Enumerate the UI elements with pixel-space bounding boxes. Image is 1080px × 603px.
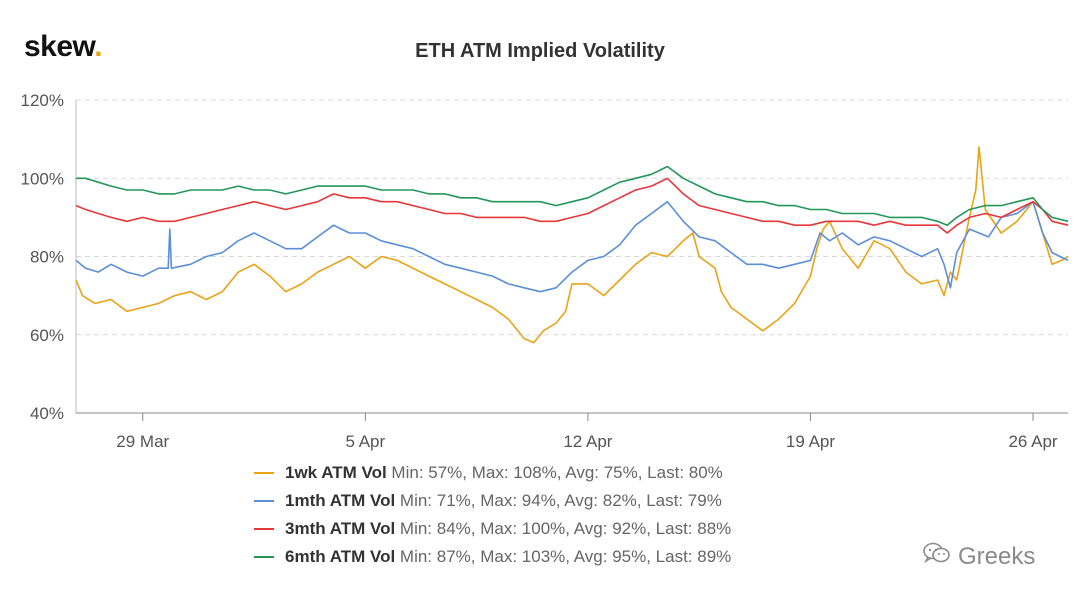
chart-legend: 1wk ATM Vol Min: 57%, Max: 108%, Avg: 75… <box>254 459 731 571</box>
y-tick-label: 80% <box>30 248 64 267</box>
y-tick-label: 60% <box>30 326 64 345</box>
x-tick-label: 26 Apr <box>1008 432 1057 451</box>
greeks-watermark: Greeks <box>922 541 1035 572</box>
legend-item[interactable]: 1wk ATM Vol Min: 57%, Max: 108%, Avg: 75… <box>254 459 731 487</box>
logo-dot: . <box>94 30 103 63</box>
legend-swatch <box>254 499 274 502</box>
gridlines <box>76 99 1068 336</box>
legend-series-stats: Min: 71%, Max: 94%, Avg: 82%, Last: 79% <box>399 491 722 510</box>
legend-item[interactable]: 1mth ATM Vol Min: 71%, Max: 94%, Avg: 82… <box>254 487 731 515</box>
legend-series-stats: Min: 87%, Max: 103%, Avg: 95%, Last: 89% <box>399 547 732 566</box>
legend-item[interactable]: 3mth ATM Vol Min: 84%, Max: 100%, Avg: 9… <box>254 515 731 543</box>
legend-swatch <box>254 471 274 474</box>
legend-series-name: 1wk ATM Vol <box>285 463 392 482</box>
watermark-text: Greeks <box>958 542 1036 570</box>
wechat-icon <box>922 541 952 572</box>
series-line-3mth-atm-vol <box>75 177 1069 234</box>
legend-series-stats: Min: 57%, Max: 108%, Avg: 75%, Last: 80% <box>391 463 723 482</box>
x-tick-label: 12 Apr <box>563 432 612 451</box>
legend-series-name: 1mth ATM Vol <box>285 491 400 510</box>
y-tick-label: 100% <box>21 169 64 188</box>
legend-item[interactable]: 6mth ATM Vol Min: 87%, Max: 103%, Avg: 9… <box>254 543 731 571</box>
y-tick-label: 120% <box>21 91 64 110</box>
legend-series-stats: Min: 84%, Max: 100%, Avg: 92%, Last: 88% <box>399 519 732 538</box>
legend-series-name: 3mth ATM Vol <box>285 519 400 538</box>
series-line-6mth-atm-vol <box>76 165 1069 226</box>
series-line-1mth-atm-vol <box>75 200 1069 293</box>
x-tick-label: 29 Mar <box>116 432 169 451</box>
skew-logo: skew. <box>24 30 103 64</box>
axes: 40% 60% 80% 100% 120% 29 Mar 5 Apr 12 Apr 19 Apr… <box>21 91 1068 451</box>
x-tick-label: 5 Apr <box>345 432 385 451</box>
legend-swatch <box>254 555 274 558</box>
legend-series-name: 6mth ATM Vol <box>285 547 400 566</box>
logo-text: skew <box>24 30 95 63</box>
series-line-1wk-atm-vol <box>75 146 1069 344</box>
x-tick-label: 19 Apr <box>786 432 835 451</box>
legend-swatch <box>254 527 274 530</box>
series-lines <box>75 146 1069 344</box>
y-tick-label: 40% <box>30 404 64 423</box>
chart-title: ETH ATM Implied Volatility <box>415 40 665 62</box>
